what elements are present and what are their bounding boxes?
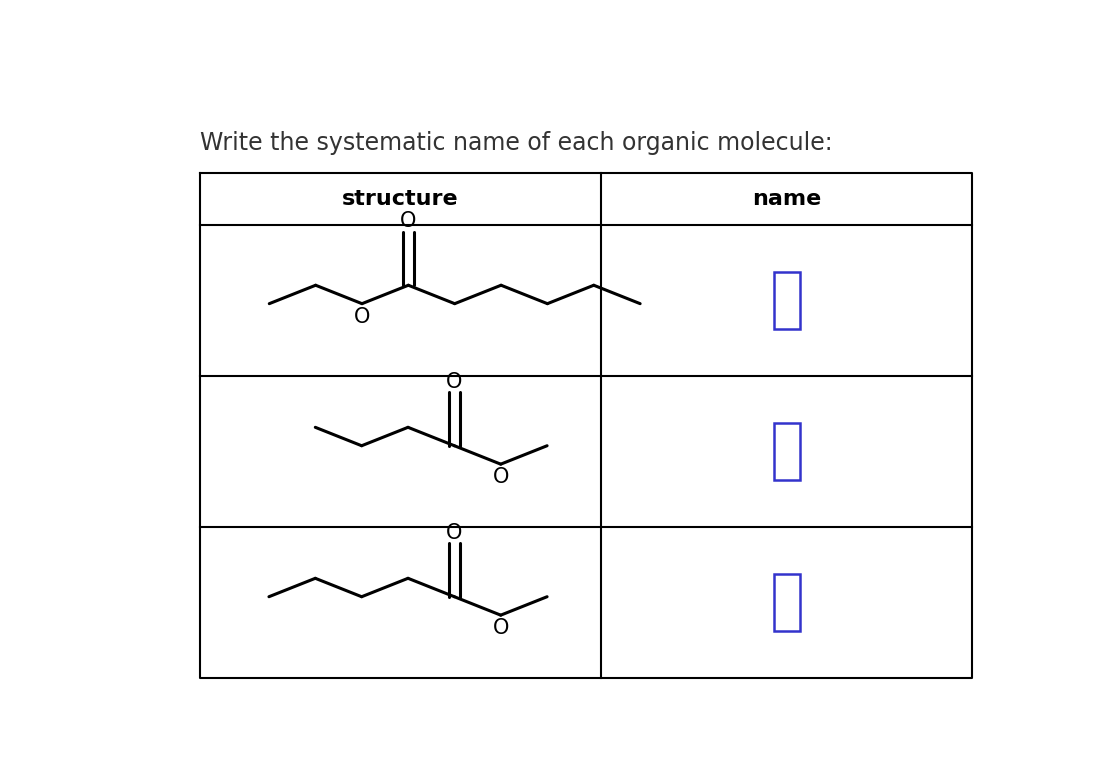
Bar: [774, 273, 800, 329]
Text: structure: structure: [342, 189, 459, 209]
Text: name: name: [752, 189, 821, 209]
Text: O: O: [354, 306, 370, 327]
Text: Write the systematic name of each organic molecule:: Write the systematic name of each organi…: [199, 131, 832, 155]
Text: O: O: [492, 467, 509, 487]
Text: O: O: [492, 618, 509, 638]
Bar: [774, 574, 800, 631]
Text: O: O: [447, 523, 462, 543]
Text: O: O: [400, 211, 417, 231]
Text: O: O: [447, 371, 462, 391]
Bar: [774, 424, 800, 480]
